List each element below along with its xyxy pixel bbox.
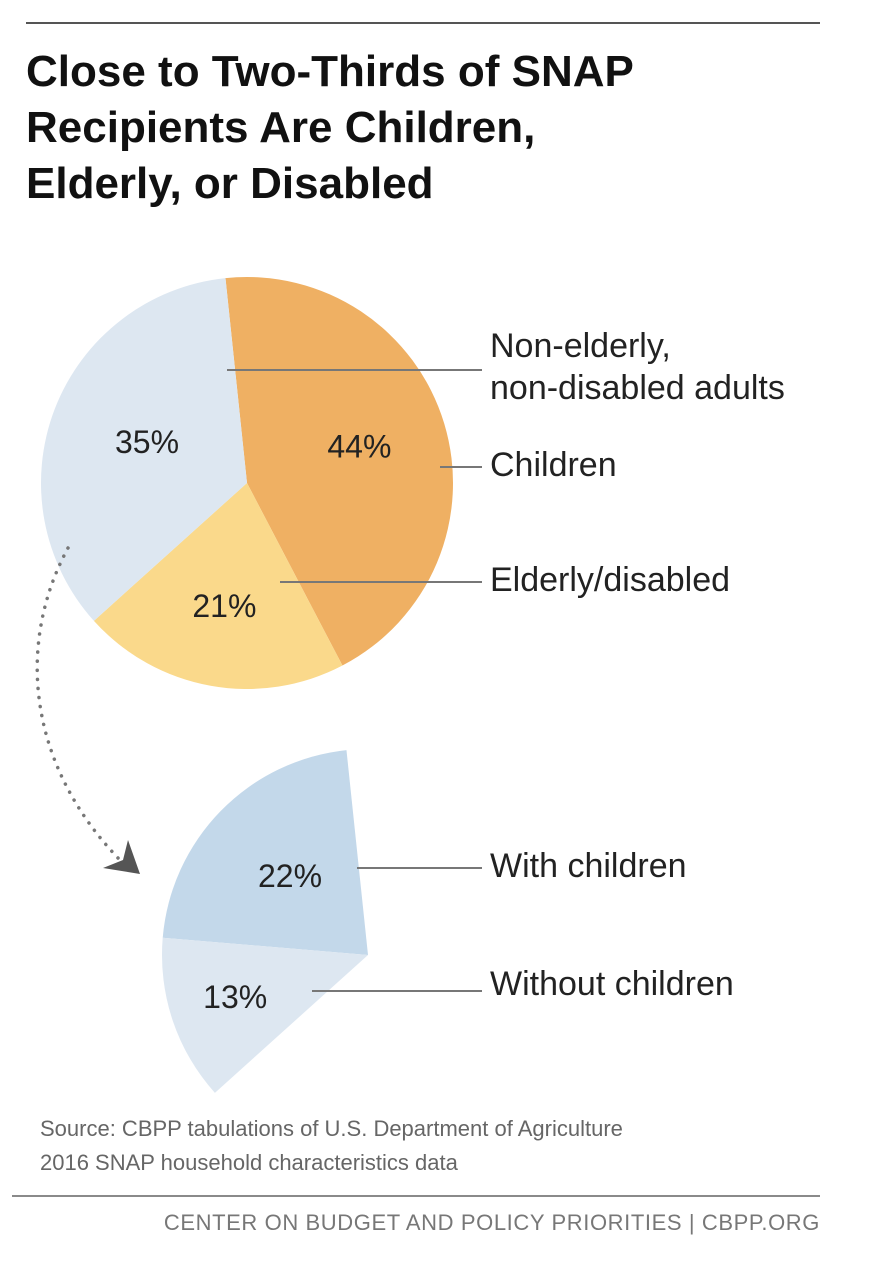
subpie-value-label-without-children: 13%	[203, 979, 267, 1015]
subpie-slice-with-children	[162, 750, 368, 955]
category-label-elderly-disabled: Elderly/disabled	[490, 561, 730, 599]
subpie-category-label-without-children: Without children	[490, 965, 734, 1003]
title-line-2: Recipients Are Children,	[26, 103, 536, 152]
pie-value-label-elderly-disabled: 21%	[192, 588, 256, 624]
footer-credit: CENTER ON BUDGET AND POLICY PRIORITIES |…	[163, 1210, 820, 1235]
subpie-value-label-with-children: 22%	[258, 858, 322, 894]
chart-title: Close to Two-Thirds of SNAP Recipients A…	[26, 44, 826, 212]
pie-slice-non-elderly-non-disabled-adults	[41, 278, 247, 621]
category-label-non-elderly-non-disabled-adults-line-1: Non-elderly,	[490, 327, 671, 365]
category-label-non-elderly-non-disabled-adults-line-2: non-disabled adults	[490, 369, 785, 407]
source-line-1: Source: CBPP tabulations of U.S. Departm…	[40, 1116, 623, 1141]
bottom-rule	[12, 1195, 820, 1197]
subpie-category-label-with-children: With children	[490, 847, 687, 885]
pie-slice-children	[225, 277, 454, 666]
pie-value-label-children: 44%	[327, 429, 391, 465]
source-line-2: 2016 SNAP household characteristics data	[40, 1150, 458, 1175]
title-line-3: Elderly, or Disabled	[26, 159, 434, 208]
connector-arrowhead	[103, 840, 140, 874]
pie-value-label-non-elderly-non-disabled-adults: 35%	[115, 424, 179, 460]
subpie-slice-without-children	[161, 937, 368, 1093]
title-line-1: Close to Two-Thirds of SNAP	[26, 47, 634, 96]
source-note: Source: CBPP tabulations of U.S. Departm…	[40, 1112, 623, 1180]
pie-slice-elderly-disabled	[93, 483, 343, 690]
category-label-children: Children	[490, 446, 617, 484]
top-rule	[26, 22, 820, 24]
